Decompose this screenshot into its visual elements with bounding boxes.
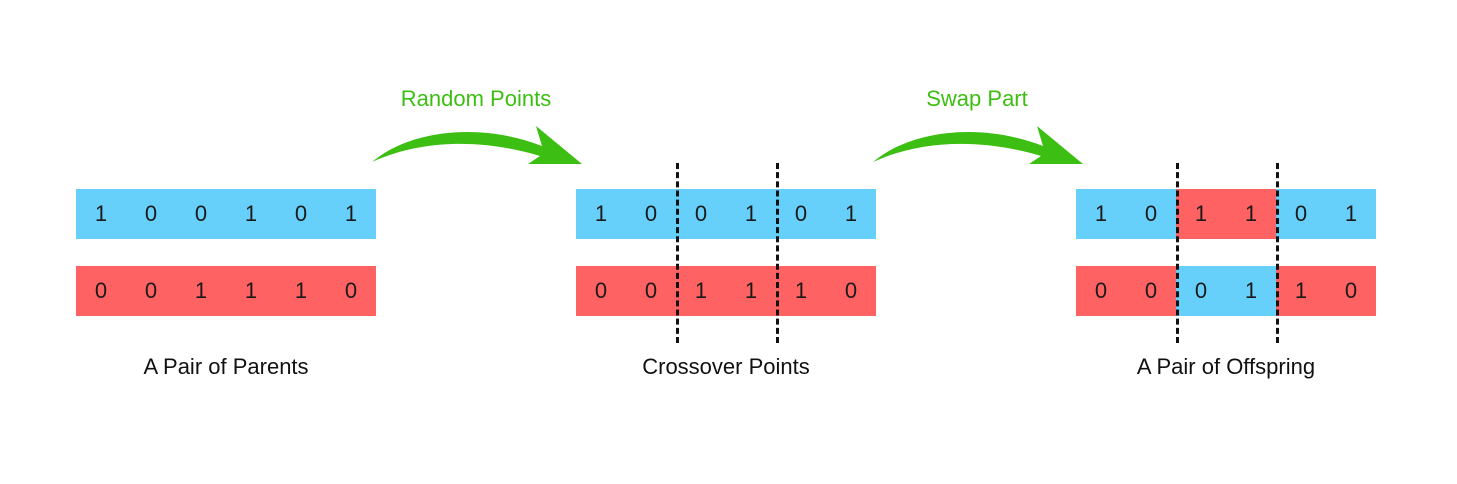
gene-cell: 1 [726, 189, 776, 239]
gene-cell: 1 [576, 189, 626, 239]
gene-cell: 0 [76, 266, 126, 316]
gene-cell: 1 [1176, 189, 1226, 239]
swap-part-label: Swap Part [926, 86, 1028, 111]
crossover-point-line [776, 163, 779, 343]
gene-cell: 1 [326, 189, 376, 239]
gene-cell: 1 [776, 266, 826, 316]
gene-cell: 0 [1276, 189, 1326, 239]
gene-cell: 1 [226, 189, 276, 239]
parents-caption: A Pair of Parents [143, 354, 309, 379]
gene-cell: 0 [126, 189, 176, 239]
gene-cell: 1 [76, 189, 126, 239]
gene-cell: 0 [326, 266, 376, 316]
crossover-point-line [1276, 163, 1279, 343]
offspring-caption: A Pair of Offspring [1136, 354, 1316, 379]
gene-cell: 1 [726, 266, 776, 316]
gene-cell: 1 [1226, 266, 1276, 316]
gene-cell: 0 [626, 266, 676, 316]
random-points-label: Random Points [400, 86, 552, 111]
gene-cell: 0 [276, 189, 326, 239]
gene-cell: 1 [1326, 189, 1376, 239]
curved-arrow-icon [372, 126, 582, 164]
gene-cell: 1 [1076, 189, 1126, 239]
gene-cell: 0 [1326, 266, 1376, 316]
gene-cell: 0 [626, 189, 676, 239]
crossover-point-line [1176, 163, 1179, 343]
gene-cell: 0 [126, 266, 176, 316]
gene-cell: 0 [1176, 266, 1226, 316]
crossover-point-line [676, 163, 679, 343]
gene-cell: 0 [776, 189, 826, 239]
gene-cell: 1 [226, 266, 276, 316]
gene-cell: 0 [176, 189, 226, 239]
gene-cell: 0 [1126, 266, 1176, 316]
gene-cell: 1 [1276, 266, 1326, 316]
gene-cell: 0 [676, 189, 726, 239]
gene-cell: 0 [576, 266, 626, 316]
gene-cell: 1 [176, 266, 226, 316]
gene-cell: 1 [676, 266, 726, 316]
gene-cell: 0 [1126, 189, 1176, 239]
gene-cell: 1 [276, 266, 326, 316]
crossover-caption: Crossover Points [642, 354, 810, 379]
gene-cell: 0 [826, 266, 876, 316]
gene-cell: 1 [826, 189, 876, 239]
gene-cell: 0 [1076, 266, 1126, 316]
gene-cell: 1 [1226, 189, 1276, 239]
curved-arrow-icon [873, 126, 1083, 164]
